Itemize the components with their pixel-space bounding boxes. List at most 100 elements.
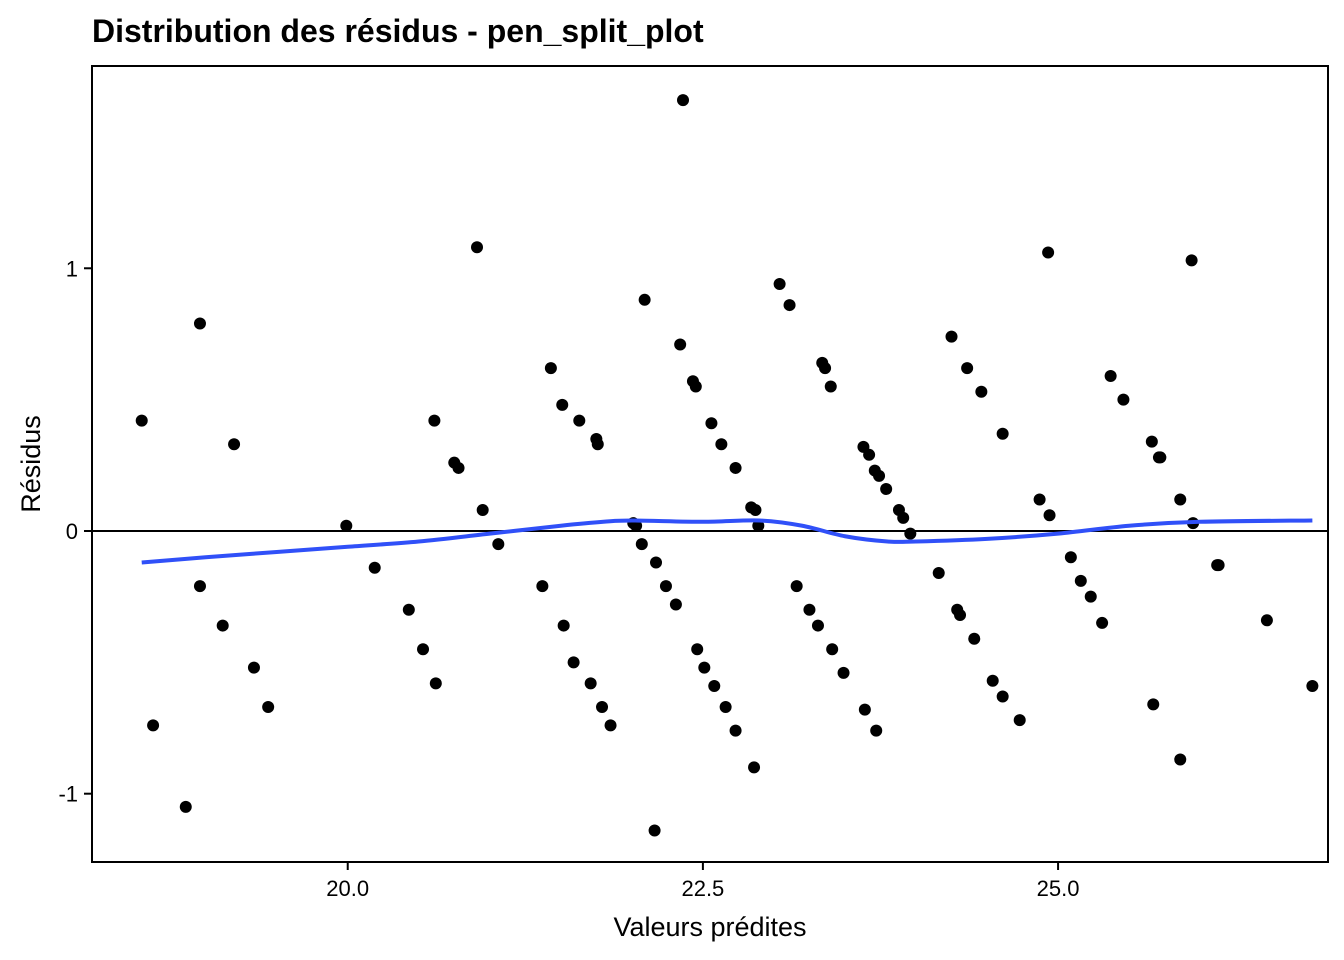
residual-point — [752, 519, 765, 532]
residual-point — [1013, 714, 1026, 727]
residual-point — [783, 299, 796, 312]
residual-point — [179, 800, 192, 813]
x-axis-title: Valeurs prédites — [613, 912, 806, 942]
residual-point — [803, 603, 816, 616]
residual-point — [1306, 679, 1319, 692]
residual-point — [897, 511, 910, 524]
residual-point — [557, 619, 570, 632]
residual-point — [536, 580, 549, 593]
residual-point — [986, 674, 999, 687]
residual-point — [604, 719, 617, 732]
residual-point — [428, 414, 441, 427]
smooth-trend-line — [141, 518, 1313, 565]
residual-point — [1084, 590, 1097, 603]
plot-panel — [91, 65, 1329, 863]
residual-point — [975, 385, 988, 398]
residual-point — [1104, 369, 1117, 382]
residual-point — [729, 724, 742, 737]
residual-point — [689, 380, 702, 393]
x-tick-label: 25.0 — [1037, 876, 1080, 901]
residual-point — [1074, 574, 1087, 587]
x-axis: 20.0 22.5 25.0 — [326, 862, 1079, 901]
residual-point — [492, 538, 505, 551]
residual-point — [471, 241, 484, 254]
residual-point — [1174, 493, 1187, 506]
y-tick-label: -1 — [58, 782, 78, 807]
residual-point — [573, 414, 586, 427]
residual-point — [1147, 698, 1160, 711]
residual-point — [1064, 551, 1077, 564]
residual-point — [584, 677, 597, 690]
residual-point — [1212, 559, 1225, 572]
residual-point — [826, 643, 839, 656]
residual-point — [262, 701, 275, 714]
residual-point — [340, 519, 353, 532]
residual-point — [1145, 435, 1158, 448]
residual-point — [193, 580, 206, 593]
residual-point — [674, 338, 687, 351]
residual-point — [945, 330, 958, 343]
residual-point — [216, 619, 229, 632]
residual-point — [1117, 393, 1130, 406]
residual-point — [824, 380, 837, 393]
residual-point — [135, 414, 148, 427]
residual-point — [556, 398, 569, 411]
residual-point — [228, 438, 241, 451]
residual-point — [1096, 616, 1109, 629]
residual-point — [648, 824, 661, 837]
residual-point — [544, 362, 557, 375]
residual-point — [669, 598, 682, 611]
residual-point — [1033, 493, 1046, 506]
residual-point — [368, 561, 381, 574]
residual-point — [635, 538, 648, 551]
residual-point — [402, 603, 415, 616]
residual-point — [650, 556, 663, 569]
residual-point — [968, 632, 981, 645]
residual-point — [961, 362, 974, 375]
residual-point — [638, 293, 651, 306]
residual-point — [729, 461, 742, 474]
residual-point — [1154, 451, 1167, 464]
residual-point — [719, 701, 732, 714]
residual-point — [1185, 254, 1198, 267]
y-tick-label: 1 — [66, 256, 78, 281]
residual-point — [819, 362, 832, 375]
residual-point — [476, 503, 489, 516]
residual-point — [880, 482, 893, 495]
residual-point — [567, 656, 580, 669]
x-tick-label: 22.5 — [681, 876, 724, 901]
residual-point — [596, 701, 609, 714]
residual-point — [904, 527, 917, 540]
residual-point — [837, 666, 850, 679]
y-axis: -1 0 1 — [58, 256, 92, 807]
residual-point — [193, 317, 206, 330]
residual-point — [932, 567, 945, 580]
residual-point — [417, 643, 430, 656]
residual-point — [1260, 614, 1273, 627]
residual-point — [429, 677, 442, 690]
residual-point — [863, 448, 876, 461]
residual-point — [749, 503, 762, 516]
residual-point — [630, 519, 643, 532]
residual-point — [659, 580, 672, 593]
residual-point — [591, 438, 604, 451]
y-tick-label: 0 — [66, 519, 78, 544]
residual-point — [452, 461, 465, 474]
residual-point — [677, 94, 690, 107]
residual-point — [748, 761, 761, 774]
residual-point — [698, 661, 711, 674]
residual-point — [858, 703, 871, 716]
residual-point — [1174, 753, 1187, 766]
residual-point — [705, 417, 718, 430]
chart-title: Distribution des résidus - pen_split_plo… — [92, 13, 704, 49]
residual-point — [870, 724, 883, 737]
residual-point — [147, 719, 160, 732]
residual-point — [1042, 246, 1055, 259]
residual-point — [708, 679, 721, 692]
residual-point — [247, 661, 260, 674]
residual-point — [715, 438, 728, 451]
y-axis-title: Résidus — [16, 415, 46, 513]
residual-point — [996, 427, 1009, 440]
residual-point — [954, 609, 967, 622]
